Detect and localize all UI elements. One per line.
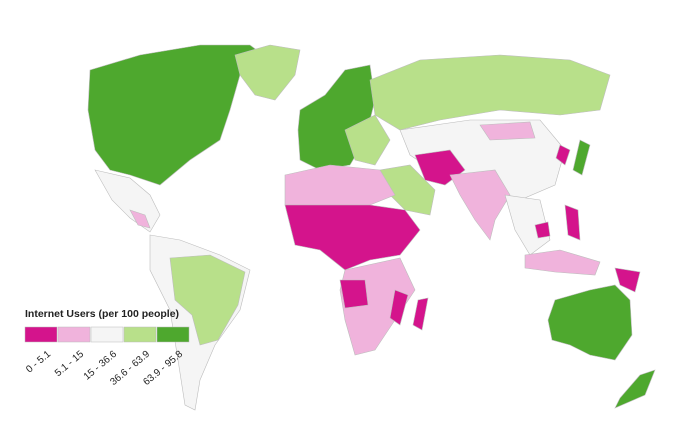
japan [572,139,591,176]
central-america [129,209,151,229]
brazil [169,254,246,346]
south-asia [449,169,511,241]
legend-swatch [156,326,190,343]
central-africa [284,204,421,271]
mongolia [479,121,536,141]
cambodia [534,221,551,239]
eastern-europe [344,114,391,166]
mozambique [389,289,409,326]
angola [339,279,369,309]
greenland [234,44,301,101]
canada-usa [87,44,271,186]
new-zealand [614,369,656,409]
legend-swatch [57,326,91,343]
russia [369,54,611,131]
countries [87,44,656,411]
legend-swatch [123,326,157,343]
legend-title: Internet Users (per 100 people) [25,308,179,320]
north-africa [284,164,396,206]
australia [547,284,633,361]
indonesia [524,249,601,276]
legend-swatch [90,326,124,343]
papua-new-guinea [614,267,641,293]
philippines [564,204,581,241]
madagascar [412,297,429,331]
southeast-asia [504,194,551,256]
legend-label: 0 - 5.1 [24,349,53,376]
legend-swatch [24,326,58,343]
korea [555,144,571,166]
